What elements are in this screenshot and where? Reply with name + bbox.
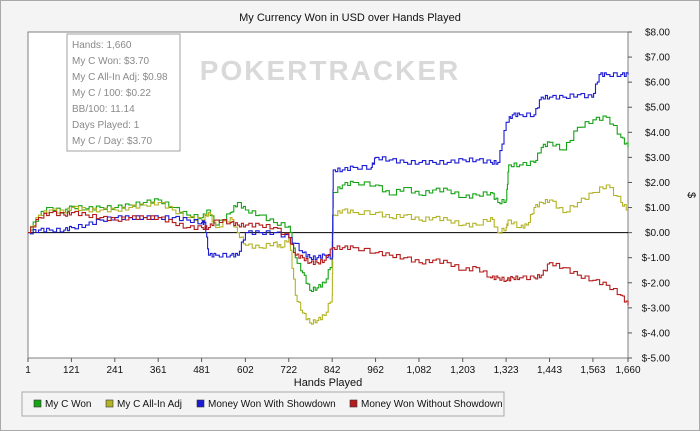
x-tick-label: 1,563: [580, 365, 605, 376]
x-tick-label: 1,323: [494, 365, 519, 376]
x-tick-label: 241: [106, 365, 123, 376]
y-tick-label: $-4.00: [642, 328, 671, 339]
y-axis-label: $: [685, 192, 697, 198]
series-line-my-c-all-in-adj: [28, 184, 628, 325]
stats-allin-adj: My C All-In Adj: $0.98: [72, 72, 168, 83]
legend-label: Money Won Without Showdown: [361, 399, 503, 410]
y-tick-label: $5.00: [645, 103, 670, 114]
y-tick-label: $3.00: [645, 153, 670, 164]
y-tick-label: $2.00: [645, 178, 670, 189]
stats-box-frame: [66, 33, 181, 152]
legend-label: Money Won With Showdown: [208, 399, 336, 410]
pokertracker-watermark: POKERTRACKER: [200, 55, 460, 86]
stats-hands: Hands: 1,660: [72, 40, 132, 51]
legend: My C Won My C All-In Adj Money Won With Sh…: [33, 399, 503, 410]
stats-days-played: Days Played: 1: [72, 120, 140, 131]
stats-per-day: My C / Day: $3.70: [72, 136, 152, 147]
x-tick-label: 842: [324, 365, 341, 376]
x-tick-label: 1,082: [406, 365, 431, 376]
x-tick-label: 962: [367, 365, 384, 376]
legend-label: My C All-In Adj: [117, 399, 182, 410]
legend-label: My C Won: [45, 399, 92, 410]
legend-swatch: [33, 399, 42, 408]
y-tick-label: $-5.00: [642, 354, 671, 365]
x-tick-label: 481: [193, 365, 210, 376]
x-tick-label: 722: [280, 365, 297, 376]
y-tick-label: $0.00: [645, 228, 670, 239]
x-tick-label: 1,203: [450, 365, 475, 376]
stats-bb-100: BB/100: 11.14: [72, 104, 135, 115]
y-tick-label: $-3.00: [642, 303, 671, 314]
legend-swatch: [196, 399, 205, 408]
y-tick-label: $4.00: [645, 128, 670, 139]
legend-swatch: [349, 399, 358, 408]
stats-box: Hands: 1,660 My C Won: $3.70 My C All-In…: [66, 33, 181, 152]
series-layer: [28, 72, 629, 325]
legend-swatch: [105, 399, 114, 408]
y-tick-label: $8.00: [645, 28, 670, 39]
stats-per-100: My C / 100: $0.22: [72, 88, 151, 99]
series-line-money-won-without-showdown: [28, 210, 629, 306]
x-tick-label: 1,443: [537, 365, 562, 376]
legend-box: [21, 391, 505, 417]
chart-title: My Currency Won in USD over Hands Played: [239, 12, 461, 24]
x-tick-label: 121: [63, 365, 80, 376]
x-axis-label: Hands Played: [294, 377, 363, 389]
y-tick-label: $7.00: [645, 53, 670, 64]
y-axis: $8.00 $7.00 $6.00 $5.00 $4.00 $3.00 $2.00 $1.00…: [628, 28, 670, 365]
x-tick-label: 361: [150, 365, 167, 376]
y-tick-label: $-2.00: [642, 278, 671, 289]
y-tick-label: $6.00: [645, 78, 670, 89]
y-tick-label: $1.00: [645, 203, 670, 214]
x-tick-label: 1: [25, 365, 31, 376]
x-tick-label: 1,660: [615, 365, 640, 376]
x-tick-label: 602: [237, 365, 254, 376]
y-tick-label: $-1.00: [642, 253, 671, 264]
x-axis: 1 121 241 361 481 602 722 842 962 1,082 1,203 1,323…: [25, 358, 641, 376]
series-line-my-c-won: [28, 115, 629, 293]
stats-won: My C Won: $3.70: [72, 56, 150, 67]
